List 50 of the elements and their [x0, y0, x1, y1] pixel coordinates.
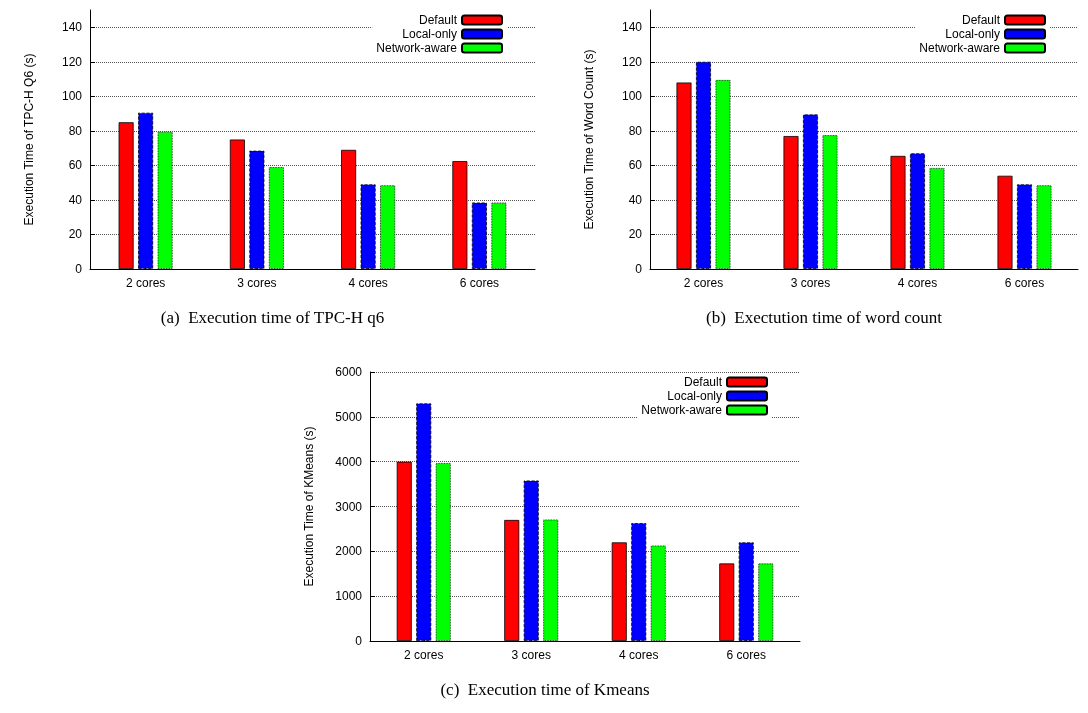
- x-tick-label: 2 cores: [404, 648, 444, 662]
- y-tick-label: 40: [628, 192, 643, 207]
- text: (a) Execution time of TPC-H q6: [160, 308, 385, 327]
- y-tick-label: 2000: [335, 544, 363, 559]
- legend-label: Network-aware: [641, 403, 723, 417]
- x-tick-label: 4 cores: [897, 276, 938, 290]
- legend-label: Local-only: [945, 27, 1000, 41]
- y-tick-label: 60: [628, 158, 643, 173]
- text: (b) Exectution time of word count: [705, 308, 943, 327]
- y-tick-label: 120: [621, 54, 643, 69]
- y-tick-label: 6000: [335, 365, 363, 379]
- legend-label: Network-aware: [376, 41, 458, 55]
- legend-label: Default: [961, 13, 1001, 27]
- y-tick-label: 3000: [335, 499, 363, 514]
- y-tick-label: 120: [61, 54, 83, 69]
- y-tick-label: 0: [355, 634, 363, 648]
- x-tick-label: 3 cores: [790, 276, 831, 290]
- x-tick-label: 3 cores: [511, 648, 551, 662]
- y-tick-label: 60: [68, 158, 83, 173]
- y-tick-label: 20: [68, 227, 83, 242]
- x-tick-label: 3 cores: [237, 276, 277, 290]
- y-tick-label: 100: [61, 89, 83, 104]
- y-tick-label: 140: [61, 20, 83, 35]
- y-tick-label: 0: [635, 262, 643, 276]
- y-tick-label: 80: [628, 123, 643, 138]
- y-tick-label: 40: [68, 192, 83, 207]
- y-tick-label: 4000: [335, 454, 363, 469]
- legend-label: Network-aware: [919, 41, 1001, 55]
- legend-label: Default: [683, 375, 723, 389]
- y-axis-title: Execution Time of TPC-H Q6 (s): [22, 53, 36, 226]
- x-tick-label: 2 cores: [125, 276, 166, 290]
- y-tick-label: 5000: [335, 409, 363, 424]
- y-tick-label: 0: [75, 262, 83, 276]
- x-tick-label: 6 cores: [1004, 276, 1045, 290]
- x-tick-label: 4 cores: [619, 648, 659, 662]
- legend-label: Local-only: [402, 27, 457, 41]
- y-tick-label: 140: [621, 20, 643, 35]
- legend-label: Local-only: [667, 389, 722, 403]
- x-tick-label: 2 cores: [683, 276, 724, 290]
- y-tick-label: 20: [628, 227, 643, 242]
- y-tick-label: 100: [621, 89, 643, 104]
- x-tick-label: 6 cores: [726, 648, 766, 662]
- legend-label: Default: [418, 13, 458, 27]
- y-tick-label: 1000: [335, 589, 363, 604]
- y-axis-title: Execution Time of KMeans (s): [302, 426, 316, 587]
- x-tick-label: 6 cores: [459, 276, 500, 290]
- x-tick-label: 4 cores: [348, 276, 388, 290]
- y-tick-label: 80: [68, 123, 83, 138]
- text: (c) Execution time of Kmeans: [440, 680, 650, 699]
- y-axis-title: Execution Time of Word Count (s): [582, 49, 596, 230]
